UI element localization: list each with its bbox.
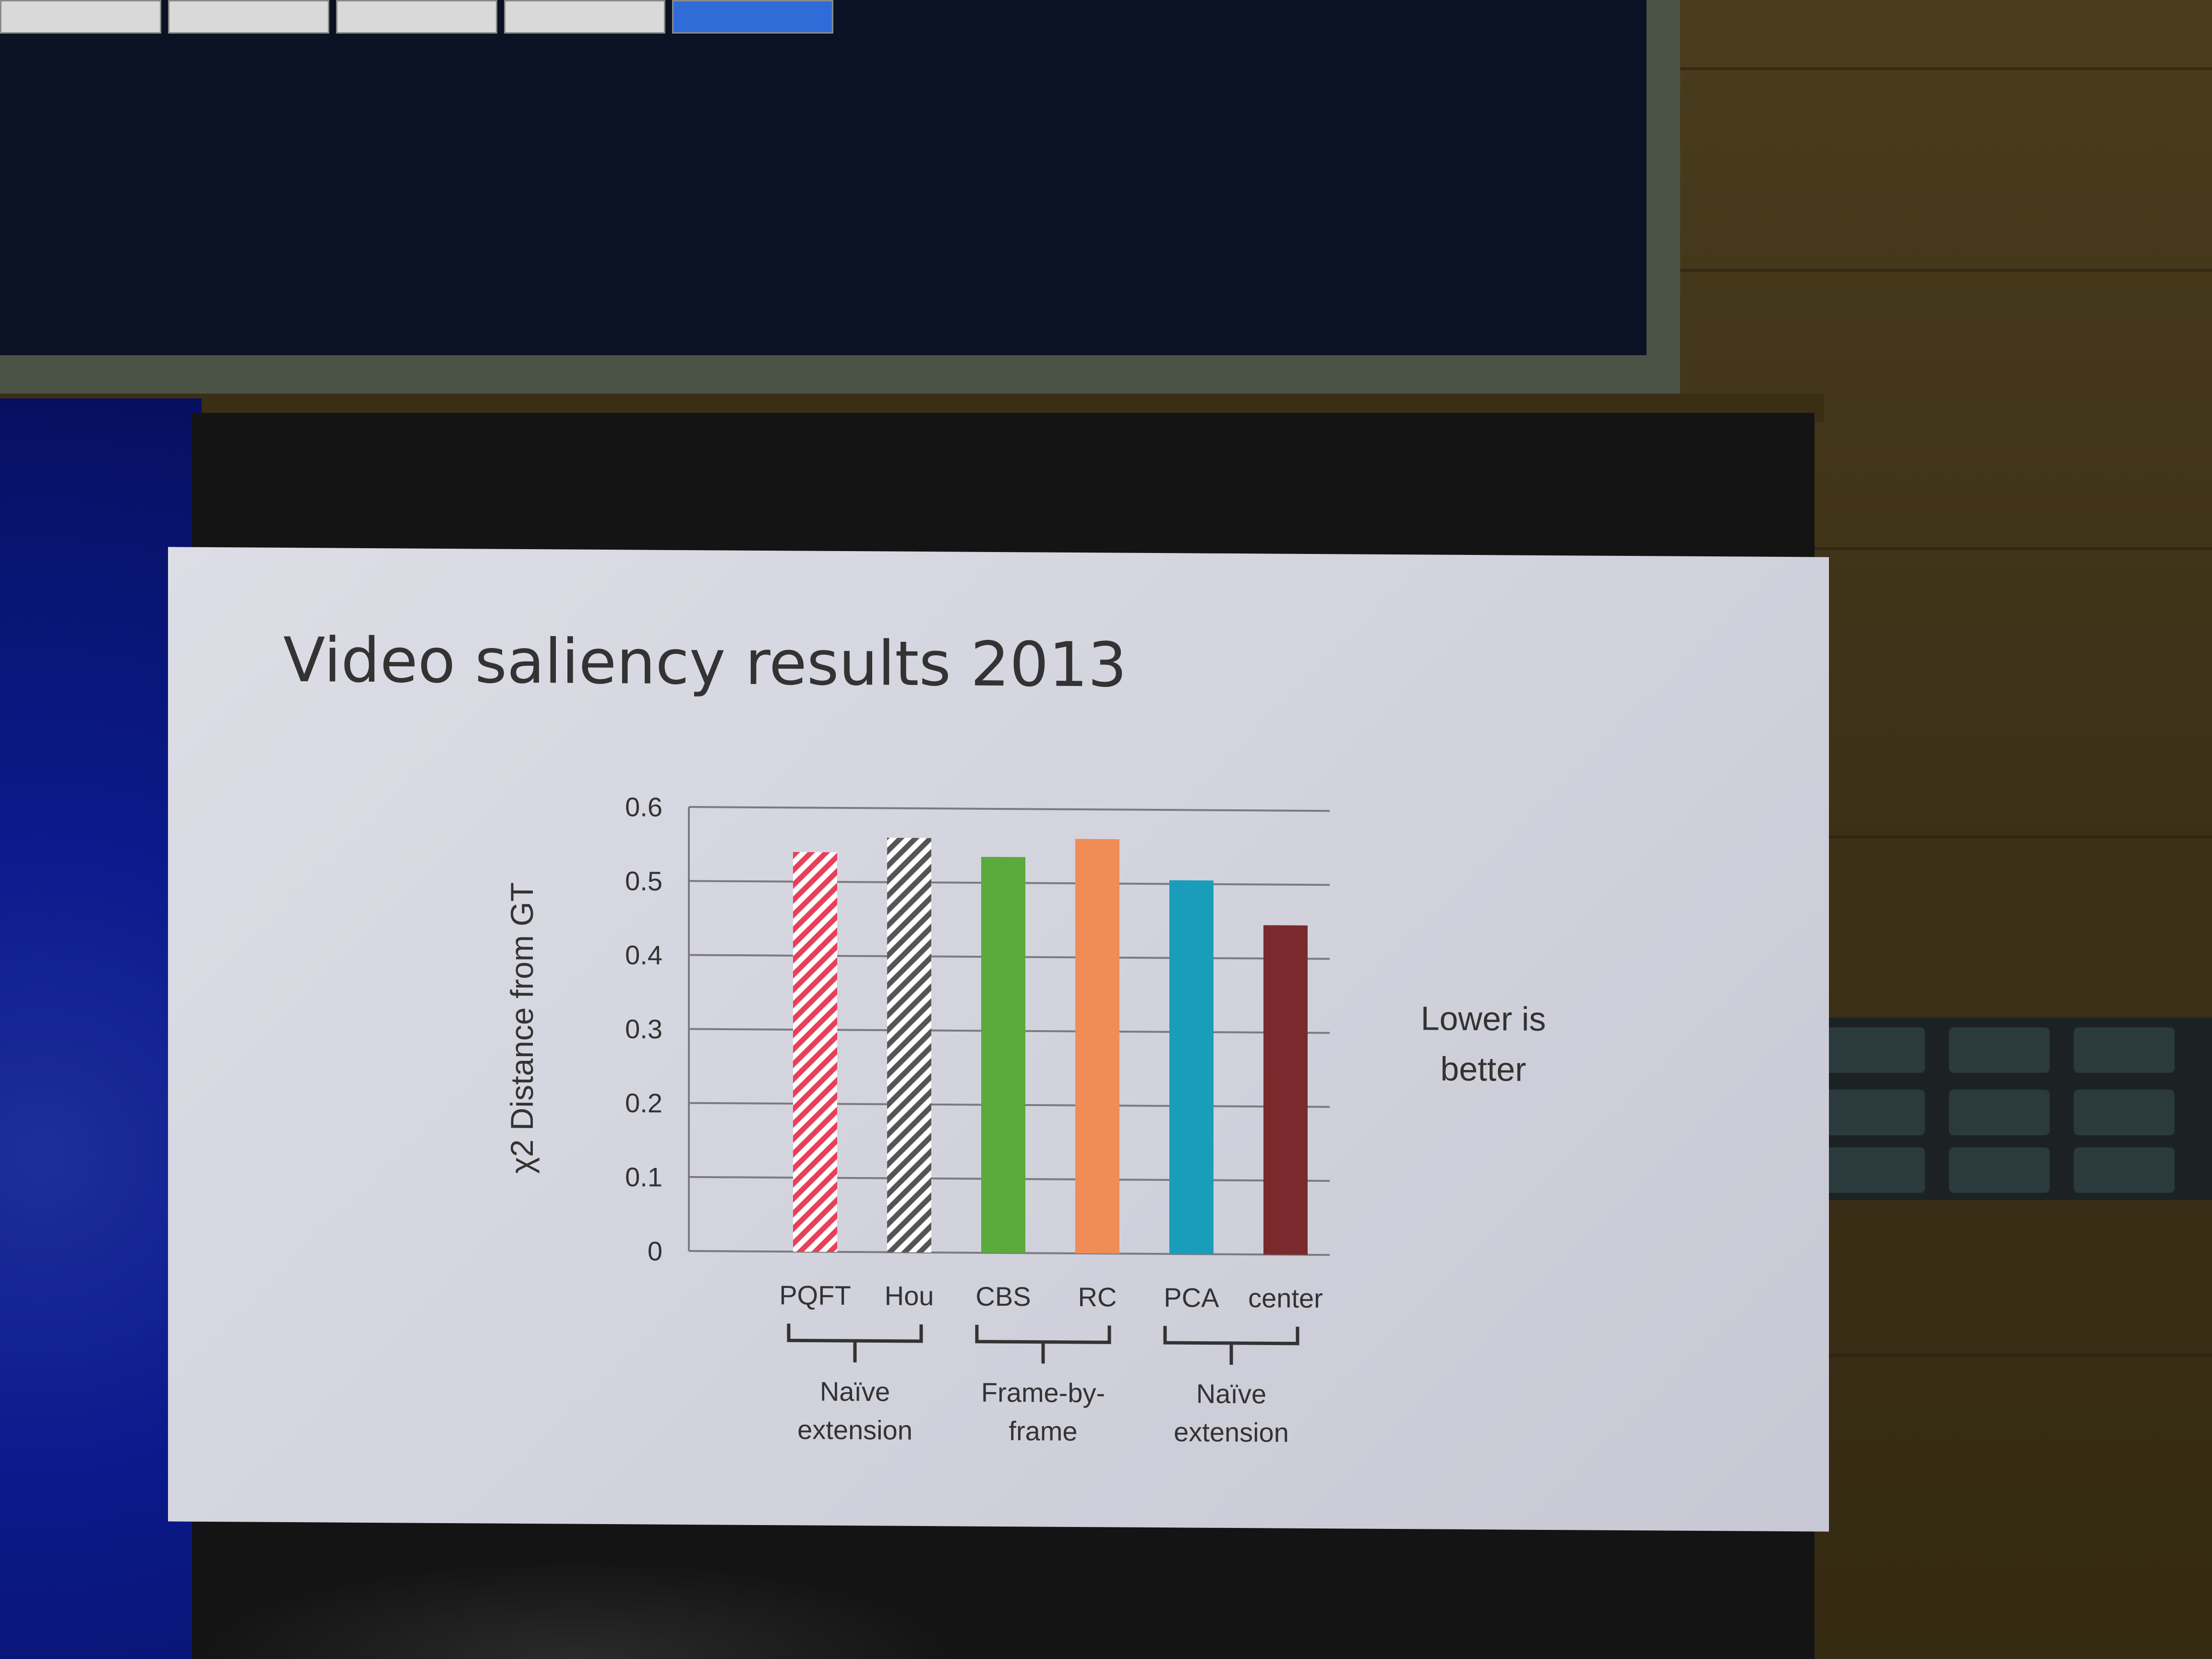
wall-panel-line [1671, 547, 2212, 550]
bar [981, 856, 1025, 1253]
wall-panel-line [1671, 269, 2212, 272]
bar [1263, 925, 1308, 1255]
group-label: frame [1009, 1416, 1077, 1446]
top-monitor [0, 0, 1680, 394]
y-tick-label: 0.1 [625, 1162, 662, 1192]
x-tick-label: RC [1078, 1282, 1117, 1312]
audience-heads [192, 1560, 960, 1659]
gridline [689, 806, 1330, 812]
bar [1169, 880, 1214, 1254]
sponsor-logo [0, 0, 161, 34]
auditorium-seats [1824, 1018, 2212, 1200]
group-brace [1163, 1326, 1299, 1365]
y-tick-label: 0 [648, 1236, 662, 1266]
group-brace [787, 1323, 923, 1363]
seat [1824, 1027, 1925, 1073]
sponsor-logo [504, 0, 665, 34]
top-monitor-screen [0, 0, 1647, 355]
annotation-text: better [1441, 1050, 1527, 1088]
group-label: Naïve [1196, 1379, 1266, 1409]
group-brace [975, 1324, 1111, 1364]
x-tick-label: PQFT [779, 1280, 851, 1310]
seat [2074, 1027, 2175, 1073]
wall-panel-line [1671, 67, 2212, 70]
seat [1949, 1090, 2050, 1135]
bar [887, 838, 931, 1253]
bar [1075, 839, 1119, 1254]
group-label: extension [797, 1414, 913, 1445]
seat [1824, 1147, 1925, 1193]
wall-panel-line [1671, 1354, 2212, 1357]
annotation-text: Lower is [1421, 999, 1546, 1038]
y-axis-label: χ2 Distance from GT [504, 882, 540, 1174]
seat [2074, 1090, 2175, 1135]
presentation-slide: Video saliency results 2013 0 0.1 0.2 0.3 0.… [168, 547, 1829, 1532]
y-tick-label: 0.2 [625, 1088, 662, 1118]
group-label: Naïve [820, 1376, 890, 1407]
sponsor-logo-strip [0, 0, 833, 34]
group-label: extension [1174, 1417, 1289, 1447]
seat [1824, 1090, 1925, 1135]
seat [1949, 1147, 2050, 1193]
y-tick-label: 0.6 [625, 792, 662, 822]
bar [793, 852, 837, 1252]
seat [1949, 1027, 2050, 1073]
sponsor-logo [168, 0, 329, 34]
y-tick-label: 0.4 [625, 940, 662, 970]
x-tick-label: PCA [1164, 1282, 1219, 1313]
bar-chart: 0 0.1 0.2 0.3 0.4 0.5 0.6 χ2 Distance from GT PQ… [504, 792, 1546, 1447]
wall-panel-line [1671, 835, 2212, 838]
y-tick-label: 0.5 [625, 866, 662, 896]
x-tick-label: center [1248, 1283, 1323, 1313]
group-label: Frame-by- [981, 1377, 1105, 1408]
y-tick-label: 0.3 [625, 1014, 662, 1044]
sponsor-logo [336, 0, 497, 34]
seat [2074, 1147, 2175, 1193]
x-tick-label: CBS [975, 1281, 1031, 1312]
x-tick-label: Hou [885, 1281, 934, 1311]
sponsor-logo [672, 0, 833, 34]
